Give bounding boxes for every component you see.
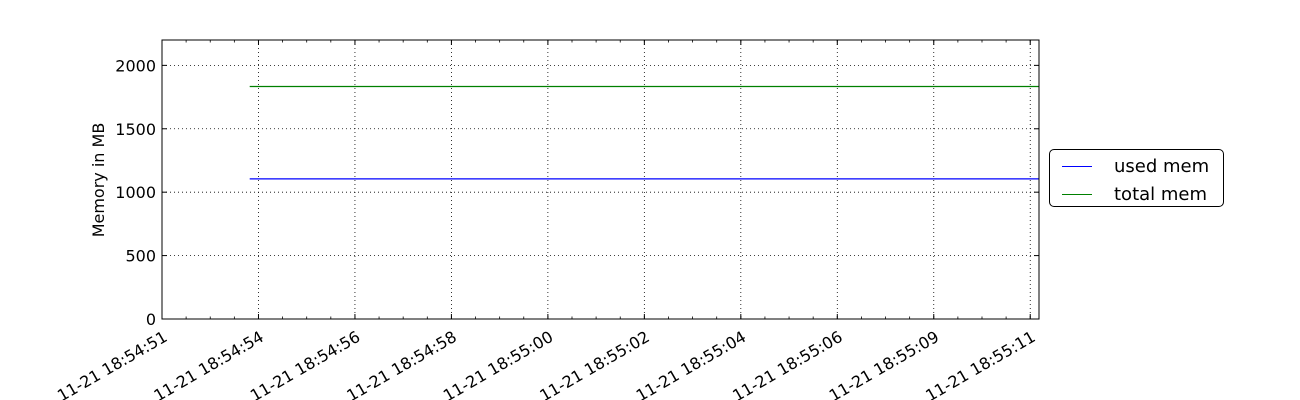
legend-label-used-mem: used mem bbox=[1114, 155, 1210, 177]
series-lines bbox=[249, 85, 1039, 180]
legend-label-total-mem: total mem bbox=[1114, 183, 1208, 205]
x-tick-label: 11-21 18:55:11 bbox=[922, 327, 1038, 400]
y-tick-labels: 0 500 1000 1500 2000 bbox=[115, 56, 156, 329]
legend: used mem total mem bbox=[1049, 149, 1224, 207]
y-tick-label: 1500 bbox=[115, 120, 156, 139]
legend-swatch-total-mem bbox=[1062, 193, 1092, 195]
grid-lines bbox=[162, 40, 1039, 319]
y-tick-label: 500 bbox=[125, 247, 156, 266]
legend-item-used-mem: used mem bbox=[1062, 155, 1209, 177]
axis-ticks bbox=[161, 40, 1039, 320]
y-tick-label: 2000 bbox=[115, 56, 156, 75]
legend-swatch-used-mem bbox=[1062, 165, 1092, 167]
plot-frame bbox=[161, 39, 1040, 320]
legend-item-total-mem: total mem bbox=[1062, 183, 1207, 205]
y-axis-label: Memory in MB bbox=[89, 123, 108, 238]
y-tick-label: 1000 bbox=[115, 183, 156, 202]
y-tick-label: 0 bbox=[146, 310, 156, 329]
